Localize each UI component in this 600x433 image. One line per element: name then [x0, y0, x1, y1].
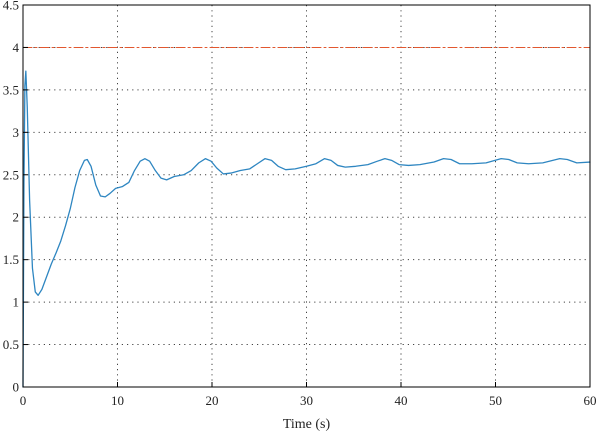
y-tick-label: 3.5 — [3, 82, 19, 97]
series-line-1 — [22, 70, 591, 388]
y-tick-label: 0.5 — [3, 337, 19, 352]
y-axis-ticks: 0 0.5 1 1.5 2 2.5 3 3.5 4 4.5 — [3, 0, 28, 395]
x-tick-label: 0 — [20, 393, 27, 408]
y-tick-label: 1.5 — [3, 252, 19, 267]
y-tick-label: 4.5 — [3, 0, 19, 13]
y-tick-label: 2.5 — [3, 167, 19, 182]
x-axis-ticks: 0 10 20 30 40 50 60 — [20, 382, 597, 408]
x-axis-label: Time (s) — [283, 417, 331, 432]
x-tick-label: 60 — [584, 393, 597, 408]
y-tick-label: 4 — [13, 40, 20, 55]
y-tick-label: 1 — [13, 295, 20, 310]
chart-grid — [23, 5, 590, 387]
x-tick-label: 20 — [206, 393, 219, 408]
chart-series — [22, 46, 591, 388]
x-tick-label: 30 — [300, 393, 313, 408]
x-tick-label: 10 — [111, 393, 124, 408]
y-tick-label: 0 — [13, 380, 20, 395]
x-tick-label: 50 — [489, 393, 502, 408]
x-tick-label: 40 — [395, 393, 408, 408]
y-tick-label: 2 — [13, 210, 20, 225]
y-tick-label: 3 — [13, 125, 20, 140]
